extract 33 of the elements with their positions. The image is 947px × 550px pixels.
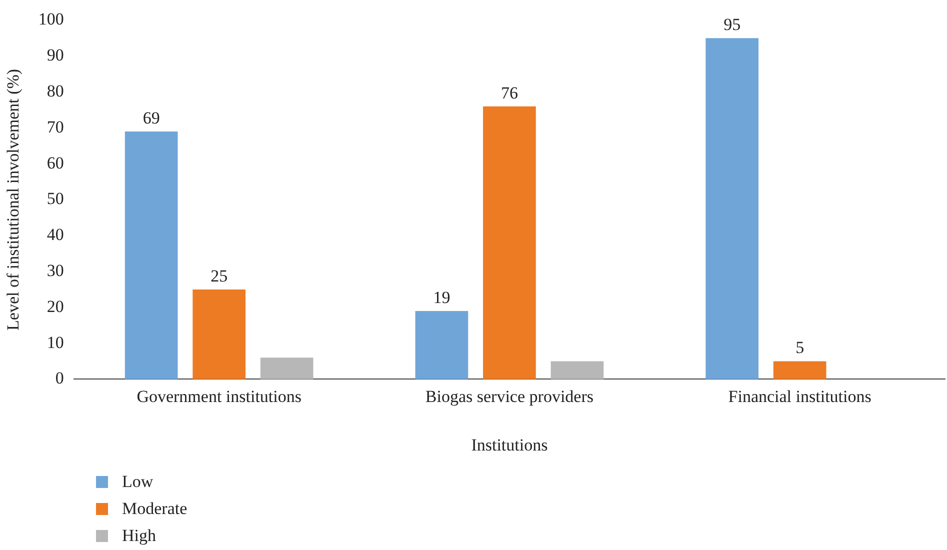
data-label: 25 [210, 266, 228, 286]
x-tick-label: Financial institutions [728, 386, 872, 406]
y-tick-label: 80 [46, 81, 64, 100]
bar [706, 38, 758, 380]
bar [260, 358, 314, 380]
data-label: 69 [142, 108, 160, 128]
y-tick-label: 100 [38, 10, 64, 29]
y-tick-label: 90 [46, 46, 64, 65]
bar [550, 361, 604, 380]
x-axis-title: Institutions [471, 435, 548, 454]
data-label: 19 [433, 288, 450, 307]
y-tick-label: 70 [46, 117, 64, 136]
y-tick-label: 40 [46, 225, 64, 244]
legend-label: Low [122, 472, 154, 492]
legend-label: Moderate [122, 498, 188, 518]
bar [483, 106, 536, 380]
y-tick-label: 50 [46, 189, 64, 208]
legend-label: High [122, 526, 156, 546]
bar [124, 131, 178, 380]
data-label: 5 [796, 338, 804, 358]
y-tick-label: 20 [46, 296, 64, 316]
y-tick-label: 60 [46, 153, 64, 172]
data-label: 76 [500, 83, 518, 102]
y-axis-title: Level of institutional involvement (%) [4, 68, 23, 330]
x-tick-label: Government institutions [136, 386, 302, 406]
bar [415, 310, 468, 380]
y-tick-label: 10 [46, 332, 64, 352]
y-tick-label: 0 [55, 368, 64, 388]
data-label: 95 [724, 15, 741, 34]
bar [773, 361, 826, 380]
y-tick-label: 30 [46, 260, 64, 280]
bar [192, 289, 246, 380]
x-tick-label: Biogas service providers [425, 386, 594, 406]
